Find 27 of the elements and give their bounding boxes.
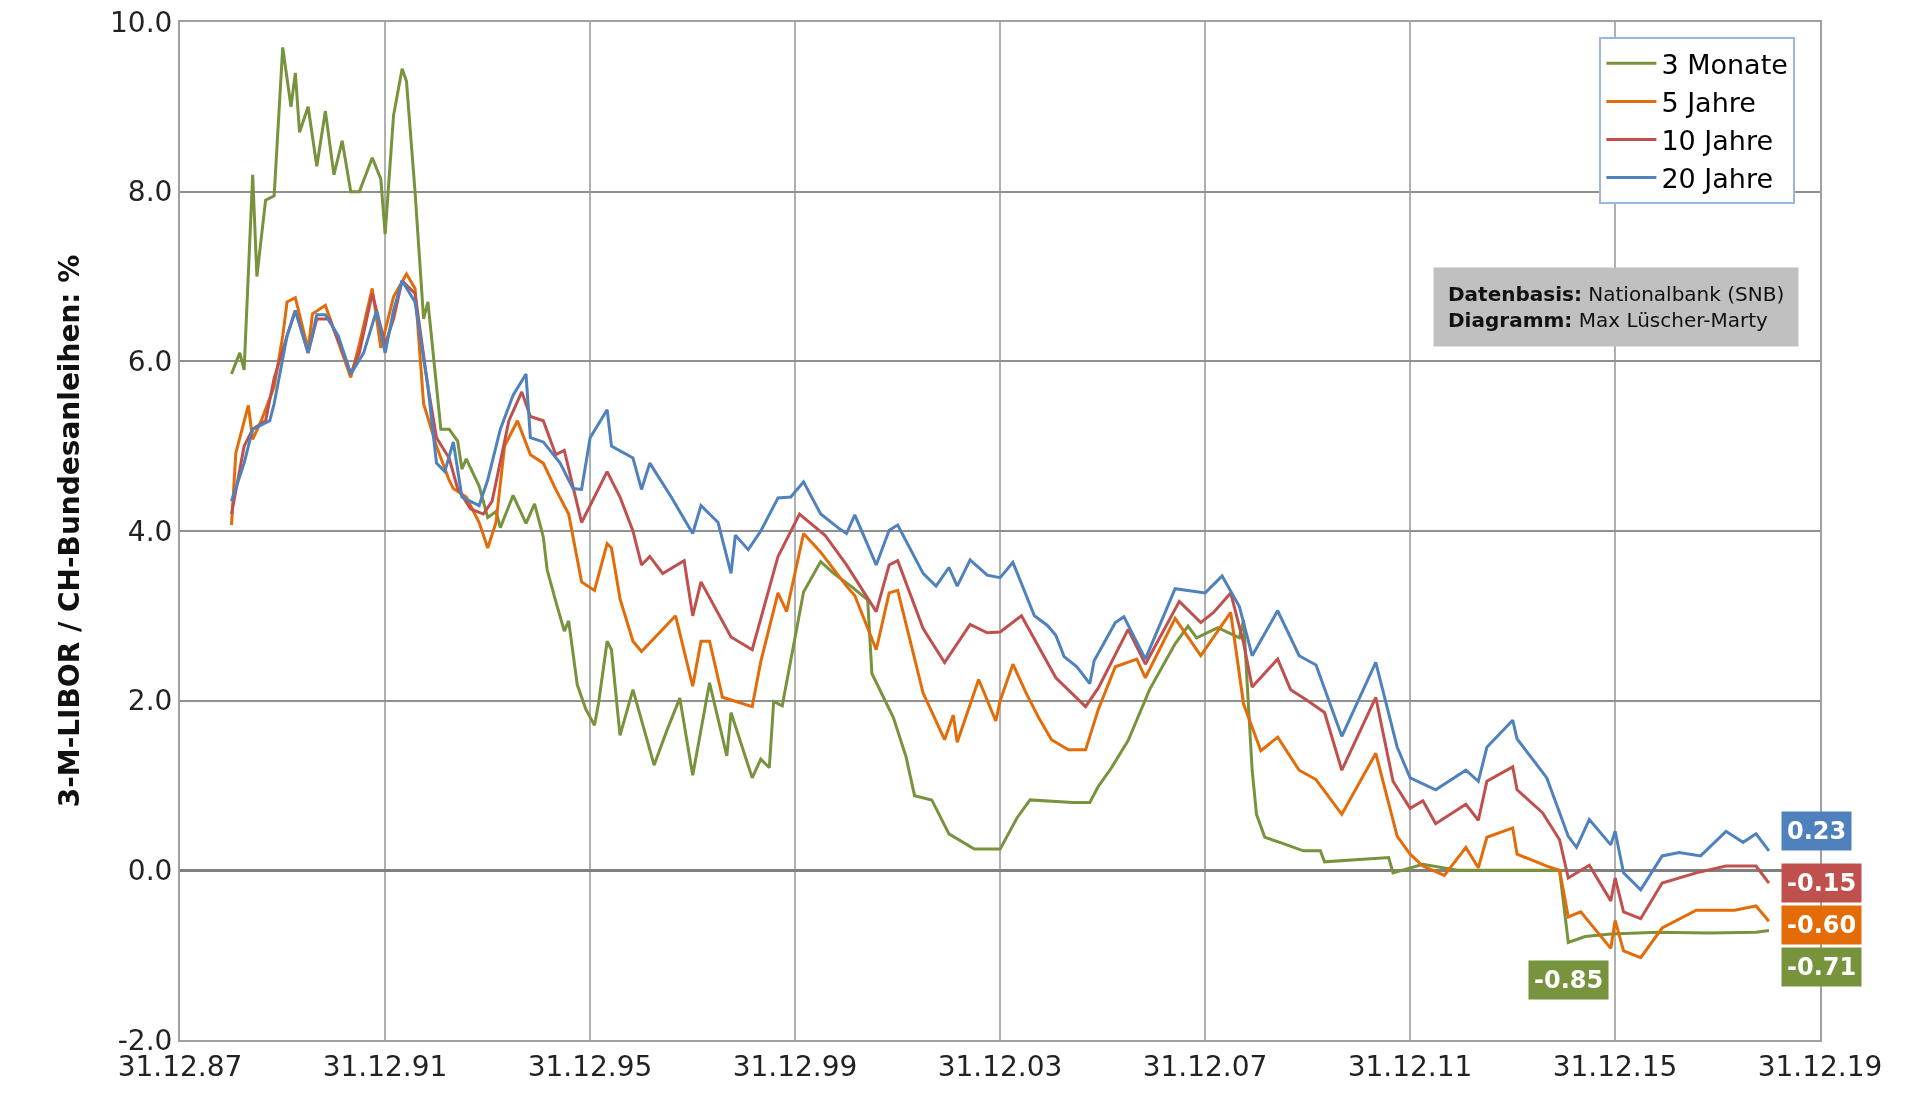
y-tick-label: 2.0 <box>127 684 173 718</box>
y-tick-label: 8.0 <box>127 175 173 209</box>
y-tick-label: 4.0 <box>127 514 173 548</box>
legend-label: 3 Monate <box>1661 48 1788 80</box>
annotation: 0.23 <box>1787 817 1847 845</box>
legend-label: 10 Jahre <box>1661 125 1774 157</box>
x-tick-label: 31.12.03 <box>937 1049 1063 1083</box>
x-tick-label: 31.12.19 <box>1757 1049 1883 1083</box>
x-tick-label: 31.12.11 <box>1347 1049 1473 1083</box>
legend-label: 20 Jahre <box>1661 163 1774 195</box>
x-tick-label: 31.12.99 <box>732 1049 858 1083</box>
annotation: -0.71 <box>1787 953 1857 981</box>
annotation: -0.85 <box>1534 966 1604 994</box>
y-axis-title: 3-M-LIBOR / CH-Bundesanleihen: % <box>53 254 87 808</box>
annotation: Datenbasis: Nationalbank (SNB) <box>1448 282 1785 306</box>
x-tick-label: 31.12.91 <box>322 1049 448 1083</box>
annotation: -0.60 <box>1787 911 1857 939</box>
x-tick-label: 31.12.15 <box>1552 1049 1678 1083</box>
y-tick-label: 10.0 <box>110 5 173 39</box>
x-tick-label: 31.12.87 <box>117 1049 243 1083</box>
y-tick-label: 6.0 <box>127 345 173 379</box>
annotation: -0.15 <box>1787 869 1857 897</box>
annotation: Diagramm: Max Lüscher-Marty <box>1448 308 1768 332</box>
x-tick-label: 31.12.07 <box>1142 1049 1268 1083</box>
y-tick-label: 0.0 <box>127 854 173 888</box>
x-tick-label: 31.12.95 <box>527 1049 653 1083</box>
legend-label: 5 Jahre <box>1661 86 1756 118</box>
